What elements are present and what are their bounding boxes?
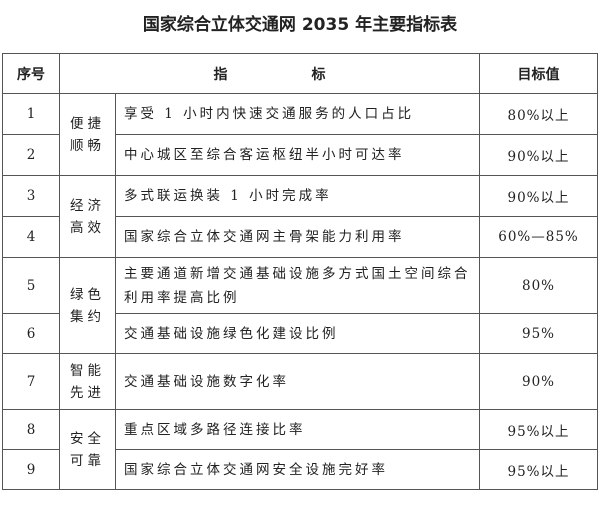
indicator-table: 序号 指 标 目标值 1 便捷 顺畅 享受 1 小时内快速交通服务的人口占比 8…: [2, 53, 598, 490]
row-no: 8: [2, 409, 60, 450]
table-row: 1 便捷 顺畅 享受 1 小时内快速交通服务的人口占比 80%以上: [2, 93, 598, 176]
row-no: 4: [2, 216, 60, 258]
table-row: 5 绿色 集约 主要通道新增交通基础设施多方式国土空间综合利用率提高比例 80%: [2, 257, 598, 354]
header-no: 序号: [2, 53, 60, 94]
indicator-cell: 交通基础设施数字化率: [115, 353, 480, 410]
indicator-cell: 交通基础设施绿色化建设比例: [115, 313, 480, 354]
target-cell: 90%以上: [479, 175, 598, 217]
row-no: 2: [2, 134, 60, 176]
target-cell: 95%: [479, 313, 598, 354]
row-no: 3: [2, 175, 60, 217]
target-cell: 80%以上: [479, 93, 598, 135]
table-row: 3 经济 高效 多式联运换装 1 小时完成率 90%以上: [2, 175, 598, 258]
target-cell: 80%: [479, 257, 598, 314]
table-row: 9 国家综合立体交通网安全设施完好率 95%以上: [2, 449, 598, 490]
target-cell: 60%—85%: [479, 216, 598, 258]
table-row: 2 中心城区至综合客运枢纽半小时可达率 90%以上: [2, 134, 598, 176]
category-cell: 安全 可靠: [59, 409, 116, 490]
indicator-cell: 享受 1 小时内快速交通服务的人口占比: [115, 93, 480, 135]
row-no: 1: [2, 93, 60, 135]
indicator-cell: 多式联运换装 1 小时完成率: [115, 175, 480, 217]
page-title: 国家综合立体交通网 2035 年主要指标表: [142, 15, 458, 35]
row-no: 5: [2, 257, 60, 314]
row-no: 7: [2, 353, 60, 410]
header-row: 序号 指 标 目标值: [2, 53, 598, 94]
category-cell: 智能 先进: [59, 353, 116, 410]
indicator-cell: 重点区域多路径连接比率: [115, 409, 480, 450]
indicator-cell: 中心城区至综合客运枢纽半小时可达率: [115, 134, 480, 176]
category-cell: 经济 高效: [59, 175, 116, 258]
target-cell: 90%: [479, 353, 598, 410]
table-row: 7 智能 先进 交通基础设施数字化率 90%: [2, 353, 598, 410]
header-indicator: 指 标: [59, 53, 480, 94]
indicator-cell: 国家综合立体交通网安全设施完好率: [115, 449, 480, 490]
table-row: 8 安全 可靠 重点区域多路径连接比率 95%以上: [2, 409, 598, 490]
table-row: 4 国家综合立体交通网主骨架能力利用率 60%—85%: [2, 216, 598, 258]
header-target: 目标值: [479, 53, 598, 94]
category-cell: 绿色 集约: [59, 257, 116, 354]
category-cell: 便捷 顺畅: [59, 93, 116, 176]
row-no: 6: [2, 313, 60, 354]
indicator-cell: 主要通道新增交通基础设施多方式国土空间综合利用率提高比例: [115, 257, 480, 314]
target-cell: 95%以上: [479, 449, 598, 490]
target-cell: 90%以上: [479, 134, 598, 176]
indicator-cell: 国家综合立体交通网主骨架能力利用率: [115, 216, 480, 258]
target-cell: 95%以上: [479, 409, 598, 450]
row-no: 9: [2, 449, 60, 490]
